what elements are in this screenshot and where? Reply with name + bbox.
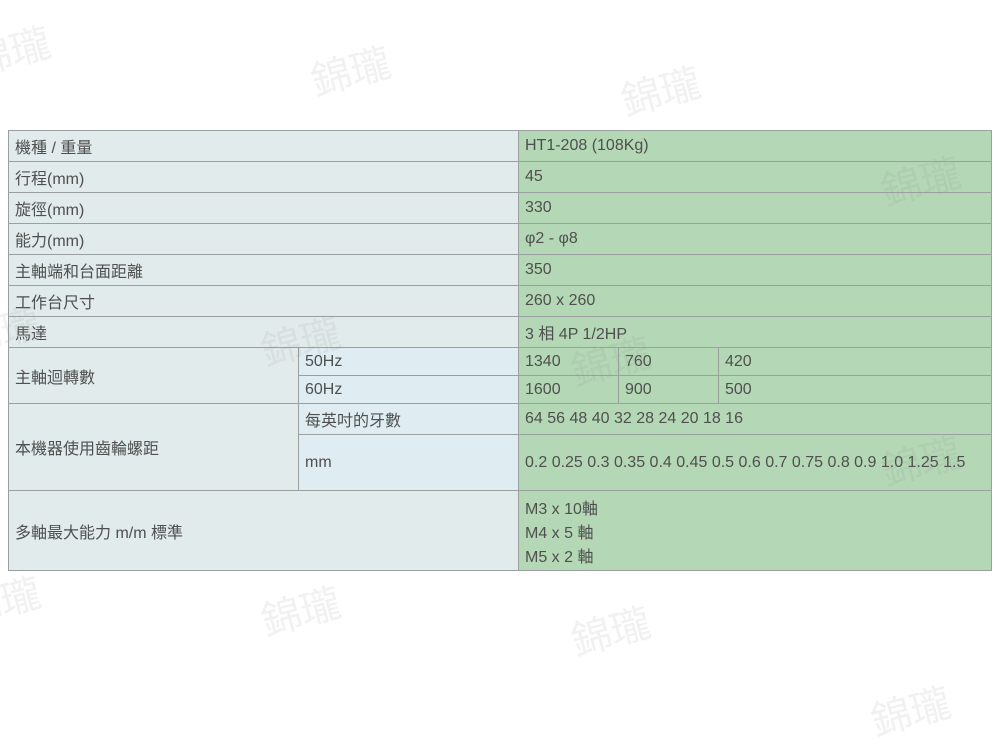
- table-row: 本機器使用齒輪螺距 每英吋的牙數 64 56 48 40 32 28 24 20…: [9, 404, 992, 435]
- row-label: 行程(mm): [9, 162, 519, 193]
- multi-line: M5 x 2 軸: [525, 543, 985, 567]
- row-value: 330: [519, 193, 992, 224]
- watermark: 錦瓏: [614, 51, 706, 128]
- row-value: 1600: [519, 376, 619, 404]
- row-value: φ2 - φ8: [519, 224, 992, 255]
- table-row: 馬達 3 相 4P 1/2HP: [9, 317, 992, 348]
- row-value: 900: [619, 376, 719, 404]
- watermark: 錦瓏: [564, 591, 656, 668]
- table-row: 機種 / 重量 HT1-208 (108Kg): [9, 131, 992, 162]
- table-row: 工作台尺寸 260 x 260: [9, 286, 992, 317]
- row-label: 工作台尺寸: [9, 286, 519, 317]
- row-value: 260 x 260: [519, 286, 992, 317]
- row-value: HT1-208 (108Kg): [519, 131, 992, 162]
- row-label: 本機器使用齒輪螺距: [9, 404, 299, 491]
- row-label: 主軸迴轉數: [9, 348, 299, 404]
- row-sublabel: 60Hz: [299, 376, 519, 404]
- watermark: 錦瓏: [254, 571, 346, 648]
- row-value: 45: [519, 162, 992, 193]
- row-value: M3 x 10軸 M4 x 5 軸 M5 x 2 軸: [519, 491, 992, 571]
- watermark: 錦瓏: [0, 11, 56, 88]
- table-row: 行程(mm) 45: [9, 162, 992, 193]
- row-value: 64 56 48 40 32 28 24 20 18 16: [519, 404, 992, 435]
- row-label: 旋徑(mm): [9, 193, 519, 224]
- multi-line: M3 x 10軸: [525, 495, 985, 519]
- watermark: 錦瓏: [0, 561, 46, 638]
- spec-table-container: 機種 / 重量 HT1-208 (108Kg) 行程(mm) 45 旋徑(mm)…: [8, 130, 992, 571]
- row-value: 420: [719, 348, 992, 376]
- row-value: 3 相 4P 1/2HP: [519, 317, 992, 348]
- row-label: 主軸端和台面距離: [9, 255, 519, 286]
- row-label: 多軸最大能力 m/m 標準: [9, 491, 519, 571]
- row-value: 0.2 0.25 0.3 0.35 0.4 0.45 0.5 0.6 0.7 0…: [519, 435, 992, 491]
- row-value: 1340: [519, 348, 619, 376]
- row-sublabel: 每英吋的牙數: [299, 404, 519, 435]
- row-label: 能力(mm): [9, 224, 519, 255]
- table-row: 能力(mm) φ2 - φ8: [9, 224, 992, 255]
- row-sublabel: 50Hz: [299, 348, 519, 376]
- row-value: 500: [719, 376, 992, 404]
- watermark: 錦瓏: [304, 31, 396, 108]
- table-row: 主軸迴轉數 50Hz 1340 760 420: [9, 348, 992, 376]
- row-sublabel: mm: [299, 435, 519, 491]
- row-value: 350: [519, 255, 992, 286]
- table-row: 旋徑(mm) 330: [9, 193, 992, 224]
- row-label: 機種 / 重量: [9, 131, 519, 162]
- spec-table: 機種 / 重量 HT1-208 (108Kg) 行程(mm) 45 旋徑(mm)…: [8, 130, 992, 571]
- table-row: 主軸端和台面距離 350: [9, 255, 992, 286]
- row-value: 760: [619, 348, 719, 376]
- watermark: 錦瓏: [864, 671, 956, 748]
- table-row: 多軸最大能力 m/m 標準 M3 x 10軸 M4 x 5 軸 M5 x 2 軸: [9, 491, 992, 571]
- row-label: 馬達: [9, 317, 519, 348]
- multi-line: M4 x 5 軸: [525, 519, 985, 543]
